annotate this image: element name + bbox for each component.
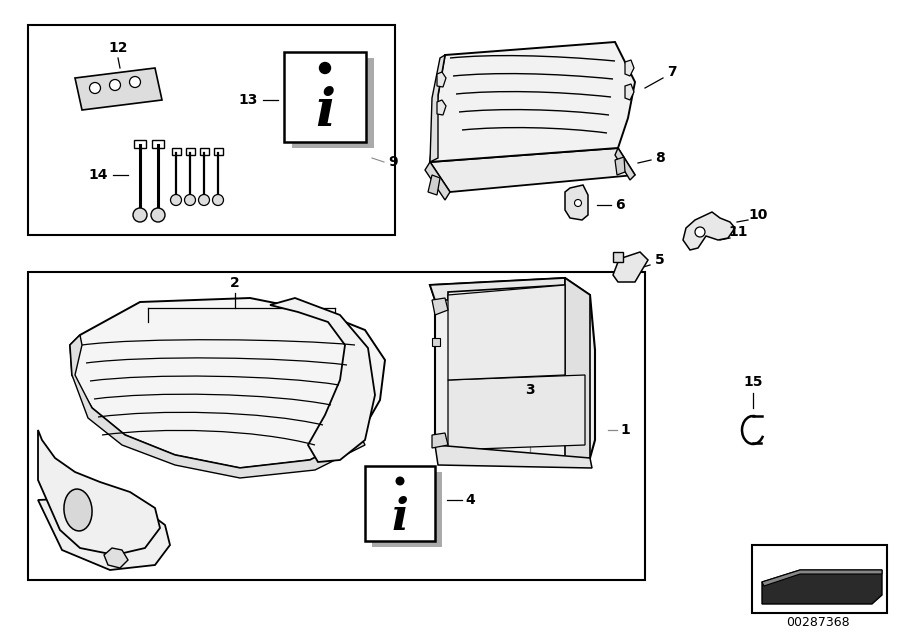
Polygon shape <box>615 157 625 175</box>
Polygon shape <box>425 162 450 200</box>
Circle shape <box>89 83 101 93</box>
Polygon shape <box>104 548 128 568</box>
Polygon shape <box>70 335 365 478</box>
Circle shape <box>133 208 147 222</box>
Text: 6: 6 <box>616 198 625 212</box>
Text: i: i <box>315 86 335 137</box>
Bar <box>372 472 442 547</box>
Text: 14: 14 <box>88 168 108 182</box>
Polygon shape <box>38 495 170 570</box>
Polygon shape <box>432 433 448 448</box>
Polygon shape <box>428 175 440 195</box>
Bar <box>613 252 623 262</box>
Text: 15: 15 <box>743 375 763 389</box>
Bar <box>432 338 440 346</box>
Bar <box>28 272 645 580</box>
Circle shape <box>574 200 581 207</box>
Polygon shape <box>615 148 635 180</box>
Bar <box>134 140 146 148</box>
Bar <box>200 148 209 155</box>
Polygon shape <box>683 212 735 250</box>
Polygon shape <box>432 298 448 315</box>
Circle shape <box>199 195 210 205</box>
Polygon shape <box>565 185 588 220</box>
Text: 1: 1 <box>620 423 630 437</box>
Circle shape <box>151 208 165 222</box>
Polygon shape <box>565 278 590 462</box>
Text: 9: 9 <box>388 155 398 169</box>
Text: 10: 10 <box>748 208 768 222</box>
Text: 3: 3 <box>526 383 535 397</box>
Bar <box>185 148 194 155</box>
Polygon shape <box>430 148 635 192</box>
Bar <box>752 545 887 613</box>
Polygon shape <box>38 430 160 555</box>
Circle shape <box>695 227 705 237</box>
Circle shape <box>320 62 330 74</box>
Bar <box>152 140 164 148</box>
Text: 11: 11 <box>728 225 748 239</box>
Polygon shape <box>75 68 162 110</box>
Polygon shape <box>430 278 595 462</box>
Polygon shape <box>430 55 445 162</box>
Polygon shape <box>437 72 446 87</box>
Bar <box>28 25 395 235</box>
Circle shape <box>130 76 140 88</box>
Text: 12: 12 <box>108 41 128 55</box>
Bar <box>213 148 222 155</box>
Text: 5: 5 <box>655 253 665 267</box>
Text: 2: 2 <box>230 276 240 290</box>
Polygon shape <box>762 570 882 604</box>
Bar <box>292 58 374 148</box>
Polygon shape <box>430 278 565 300</box>
Polygon shape <box>435 445 592 468</box>
Bar <box>172 148 181 155</box>
Polygon shape <box>762 570 882 586</box>
Polygon shape <box>448 375 585 450</box>
Text: 00287368: 00287368 <box>787 616 850 628</box>
Polygon shape <box>437 100 446 115</box>
Circle shape <box>184 195 195 205</box>
Bar <box>365 466 435 541</box>
Text: 13: 13 <box>238 93 257 107</box>
Polygon shape <box>613 252 648 282</box>
Text: 7: 7 <box>667 65 677 79</box>
Polygon shape <box>448 285 565 380</box>
Circle shape <box>212 195 223 205</box>
Text: 8: 8 <box>655 151 665 165</box>
Text: 4: 4 <box>465 493 475 507</box>
Text: i: i <box>392 497 409 539</box>
Circle shape <box>170 195 182 205</box>
Polygon shape <box>430 42 635 162</box>
Circle shape <box>110 80 121 90</box>
Bar <box>284 52 366 142</box>
Circle shape <box>395 476 404 485</box>
Polygon shape <box>625 84 634 100</box>
Polygon shape <box>70 298 385 468</box>
Polygon shape <box>270 298 375 462</box>
Polygon shape <box>625 60 634 76</box>
Ellipse shape <box>64 489 92 531</box>
